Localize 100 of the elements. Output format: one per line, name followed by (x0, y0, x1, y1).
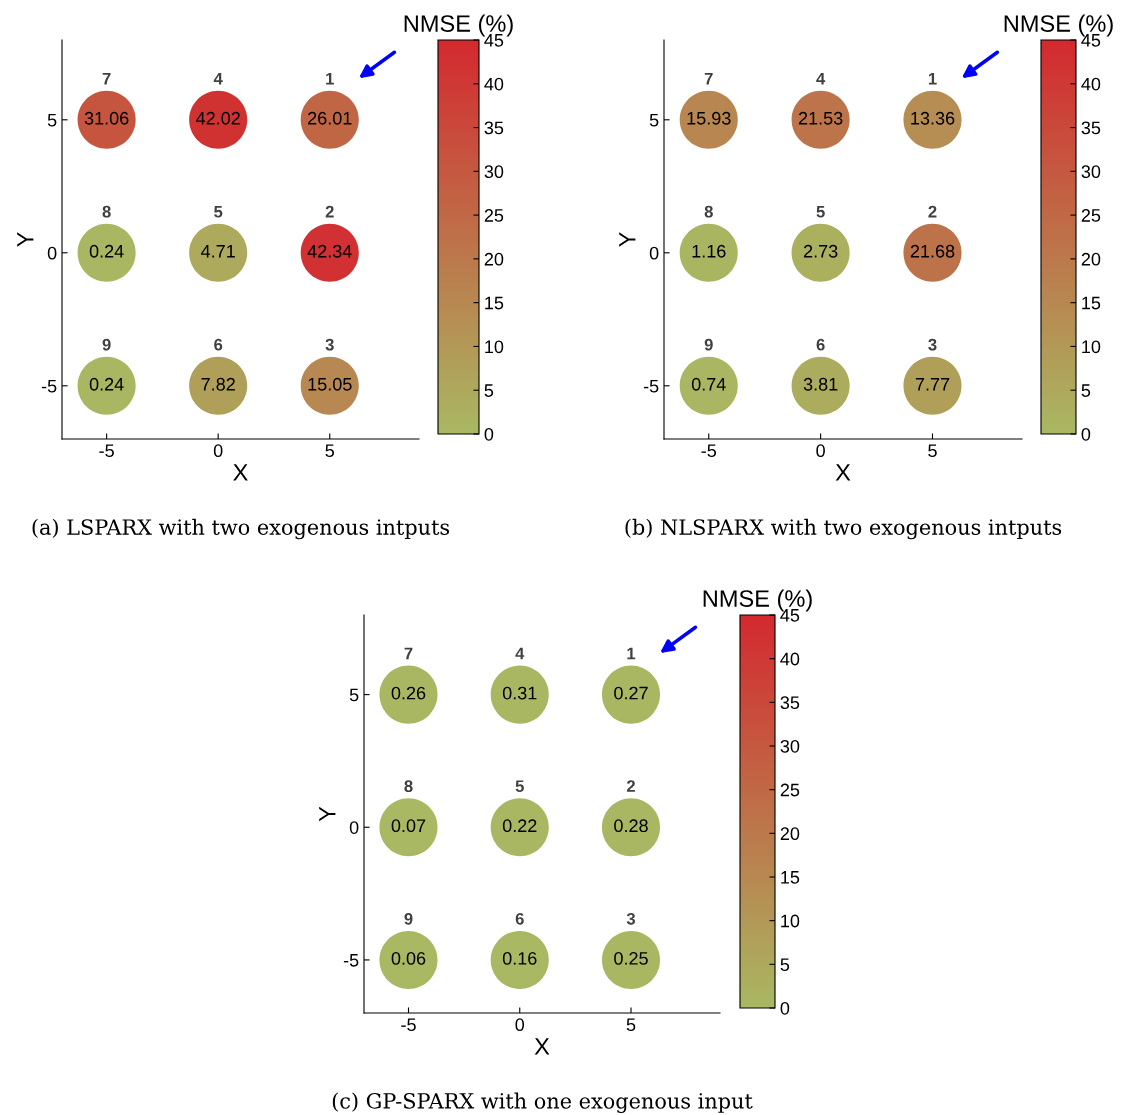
annotation: 42.02 (196, 111, 240, 125)
annotation: 21.68 (910, 244, 955, 258)
annotation: 0.28 (614, 819, 648, 833)
x-tick-label: 5 (928, 444, 937, 458)
series-label: 4 (213, 72, 223, 85)
color-bar-label: 25 (780, 783, 800, 797)
x-tick-label: -5 (401, 1018, 416, 1032)
color-bar-label: 40 (780, 652, 800, 666)
series-label: 1 (928, 72, 937, 85)
x-axis-title: X (233, 464, 248, 481)
annotation: 7.77 (915, 378, 950, 391)
color-bar-label: 25 (484, 209, 504, 222)
annotation: 0.24 (89, 244, 124, 258)
x-tick-label: 5 (325, 444, 335, 458)
annotation: 0.25 (614, 951, 648, 965)
text: (b) NLSPARX with two exogenous intputs (625, 518, 1062, 540)
x-tick-label: 0 (213, 444, 223, 458)
annotation: 26.01 (308, 111, 352, 125)
color-bar-label: 20 (1081, 252, 1101, 266)
series-label: 9 (102, 338, 111, 351)
series-label: 2 (928, 205, 937, 218)
annotation: 0.07 (391, 819, 426, 833)
y-axis-title: Y (17, 232, 34, 247)
y-tick-label: 5 (649, 113, 659, 127)
series-label: 4 (816, 72, 826, 85)
color-bar-label: 5 (780, 958, 790, 972)
y-tick-label: -5 (41, 379, 57, 393)
series-label: 2 (325, 205, 334, 218)
series-label: 6 (515, 912, 524, 925)
y-tick-label: 0 (349, 821, 359, 834)
color-bar-label: 0 (780, 1001, 790, 1015)
series-label: 3 (928, 338, 937, 351)
annotation: 0.24 (89, 377, 124, 391)
annotation: 0.26 (391, 686, 426, 700)
series-label: 5 (515, 780, 524, 793)
text: (c) GP-SPARX with one exogenous input (332, 1092, 753, 1114)
series-label: 3 (325, 338, 334, 351)
series-label: 1 (326, 72, 334, 85)
y-tick-label: 5 (47, 113, 57, 127)
color-bar-label: 5 (1081, 384, 1091, 397)
series-label: 7 (404, 647, 413, 660)
y-axis-title: Y (619, 232, 636, 247)
color-bar-label: 30 (780, 739, 800, 753)
series-label: 8 (102, 205, 111, 218)
text: (a) LSPARX with two exogenous intputs (32, 518, 450, 540)
color-bar-label: 30 (1081, 165, 1101, 179)
x-tick-label: 5 (626, 1018, 636, 1032)
x-tick-label: -5 (99, 444, 114, 458)
color-bar-label: 15 (781, 871, 800, 884)
series-label: 9 (404, 912, 413, 925)
annotation: 3.81 (803, 377, 838, 391)
annotation: 15.05 (308, 377, 352, 391)
series-label: 4 (515, 647, 525, 660)
series-label: 3 (626, 912, 636, 925)
color-bar-label: 20 (780, 827, 800, 841)
annotation: 0.74 (691, 377, 726, 391)
color-bar-label: 35 (780, 696, 800, 710)
annotation: 1.16 (692, 244, 726, 258)
annotation: 42.34 (307, 244, 352, 258)
x-axis-title: X (534, 1038, 550, 1055)
series-label: 6 (816, 338, 825, 351)
color-bar-label: 35 (1081, 121, 1101, 135)
annotation: 31.06 (84, 111, 129, 125)
color-bar-label: 5 (484, 384, 494, 397)
series-label: 5 (214, 205, 223, 218)
color-bar-label: 10 (485, 340, 504, 354)
annotation: 0.16 (502, 951, 537, 965)
color-bar-label: 20 (484, 252, 504, 266)
color-bar-label: 10 (1082, 340, 1101, 354)
annotation: 0.22 (502, 819, 537, 833)
series-label: 1 (627, 647, 636, 660)
x-tick-label: 0 (515, 1018, 525, 1032)
y-tick-label: 0 (649, 246, 659, 260)
annotation: 21.53 (798, 111, 843, 125)
y-axis-title: Y (319, 806, 336, 822)
series-label: 5 (816, 205, 825, 218)
annotation: 0.31 (502, 686, 537, 700)
color-bar-label: 30 (484, 165, 504, 179)
color-bar-label: 25 (1081, 209, 1101, 222)
series-label: 8 (704, 205, 713, 218)
color-bar-label: 40 (1081, 77, 1101, 91)
series-label: 6 (214, 338, 223, 351)
y-tick-label: -5 (643, 379, 659, 393)
color-bar-label: 40 (484, 77, 504, 91)
color-bar-label: 15 (485, 296, 504, 310)
annotation: 4.71 (201, 245, 235, 258)
series-label: 2 (626, 780, 635, 792)
annotation: 0.06 (391, 951, 426, 965)
x-tick-label: -5 (701, 444, 717, 458)
series-label: 7 (704, 72, 713, 85)
annotation: 2.73 (803, 244, 838, 258)
y-tick-label: 5 (349, 688, 359, 702)
color-bar-label: 0 (1081, 427, 1091, 441)
x-tick-label: 0 (816, 444, 825, 458)
color-bar-label: 15 (1082, 296, 1101, 310)
annotation: 0.27 (614, 686, 648, 700)
y-tick-label: 0 (47, 246, 57, 260)
series-label: 8 (404, 780, 413, 793)
series-label: 7 (102, 72, 111, 85)
color-bar-label: 10 (781, 914, 800, 928)
